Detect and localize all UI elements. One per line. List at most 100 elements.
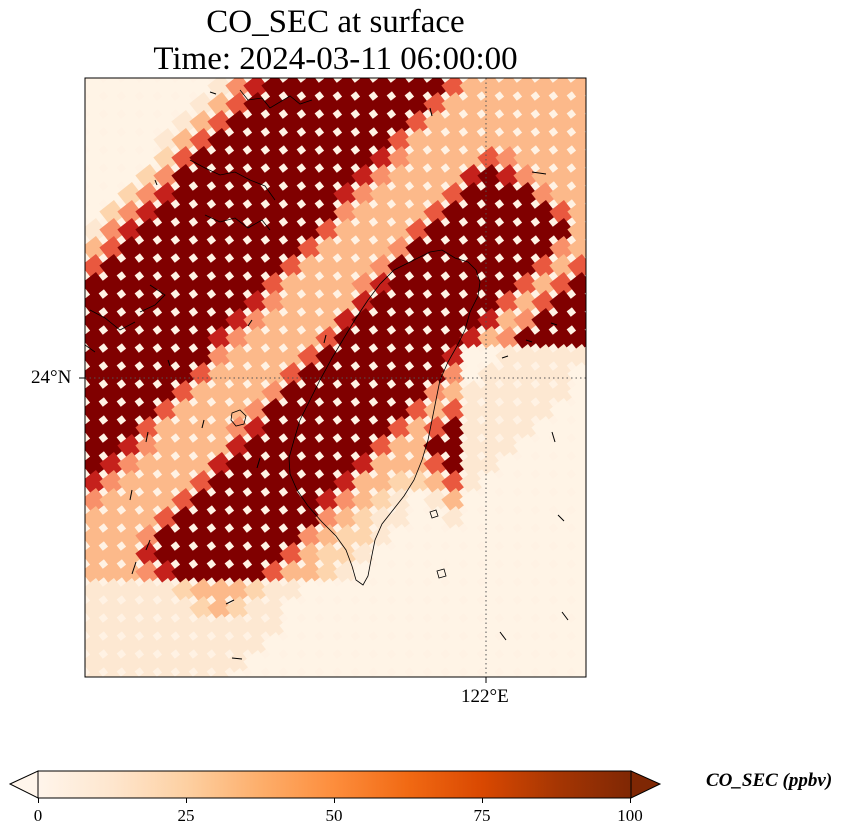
concentration-cell xyxy=(387,110,414,137)
concentration-cell xyxy=(441,416,468,443)
concentration-cell xyxy=(531,254,558,281)
concentration-cell xyxy=(387,146,414,173)
concentration-cell xyxy=(279,326,306,353)
concentration-cell xyxy=(333,380,360,407)
concentration-cell xyxy=(85,470,108,497)
concentration-cell xyxy=(531,92,558,119)
concentration-cell xyxy=(297,542,324,569)
concentration-cell xyxy=(189,128,216,155)
concentration-cell xyxy=(351,578,378,605)
concentration-cell xyxy=(243,650,270,677)
concentration-cell xyxy=(459,650,486,677)
concentration-cell xyxy=(171,308,198,335)
concentration-cell xyxy=(423,614,450,641)
concentration-cell xyxy=(423,200,450,227)
concentration-cell xyxy=(315,146,342,173)
concentration-cell xyxy=(135,164,162,191)
concentration-cell xyxy=(513,326,540,353)
concentration-cell xyxy=(99,344,126,371)
concentration-cell xyxy=(297,200,324,227)
concentration-cell xyxy=(315,560,342,587)
concentration-cell xyxy=(513,470,540,497)
concentration-cell xyxy=(225,218,252,245)
concentration-cell xyxy=(477,92,504,119)
concentration-cell xyxy=(513,254,540,281)
concentration-cell xyxy=(153,182,180,209)
concentration-cell xyxy=(459,668,486,677)
concentration-cell xyxy=(279,128,306,155)
concentration-cell xyxy=(459,416,486,443)
concentration-cell xyxy=(243,236,270,263)
concentration-cell xyxy=(369,434,396,461)
concentration-cell xyxy=(351,650,378,677)
concentration-cell xyxy=(243,434,270,461)
concentration-cell xyxy=(99,290,126,317)
concentration-cell xyxy=(99,488,126,515)
concentration-cell xyxy=(297,614,324,641)
concentration-cell xyxy=(135,650,162,677)
colorbar-tick-100: 100 xyxy=(617,806,643,825)
concentration-cell xyxy=(99,308,126,335)
concentration-cell xyxy=(513,398,540,425)
concentration-cell xyxy=(441,488,468,515)
concentration-cell xyxy=(153,452,180,479)
concentration-cell xyxy=(459,434,486,461)
concentration-cell xyxy=(207,470,234,497)
concentration-cell xyxy=(567,416,586,443)
concentration-cell xyxy=(423,452,450,479)
concentration-cell xyxy=(225,488,252,515)
concentration-cell xyxy=(477,164,504,191)
concentration-cell xyxy=(315,78,342,101)
concentration-cell xyxy=(495,182,522,209)
concentration-cell xyxy=(459,614,486,641)
orchid-island xyxy=(436,568,447,579)
concentration-cell xyxy=(279,254,306,281)
concentration-cell xyxy=(117,362,144,389)
concentration-cell xyxy=(495,452,522,479)
colorbar-under-extension xyxy=(8,770,39,799)
colorbar-tick-0: 0 xyxy=(33,806,43,825)
concentration-cell xyxy=(171,380,198,407)
concentration-cell xyxy=(135,200,162,227)
concentration-cell xyxy=(441,146,468,173)
concentration-cell xyxy=(495,254,522,281)
concentration-cell xyxy=(441,362,468,389)
concentration-cell xyxy=(495,146,522,173)
concentration-cell xyxy=(135,92,162,119)
concentration-cell xyxy=(531,650,558,677)
concentration-cell xyxy=(135,254,162,281)
concentration-cell xyxy=(99,398,126,425)
concentration-cell xyxy=(189,92,216,119)
concentration-cell xyxy=(207,236,234,263)
concentration-cell xyxy=(495,164,522,191)
concentration-cell xyxy=(279,542,306,569)
concentration-cell xyxy=(567,614,586,641)
concentration-cell xyxy=(477,344,504,371)
concentration-cell xyxy=(459,236,486,263)
concentration-cell xyxy=(261,200,288,227)
concentration-cell xyxy=(153,200,180,227)
concentration-cell xyxy=(351,200,378,227)
concentration-cell xyxy=(459,524,486,551)
concentration-cell xyxy=(477,542,504,569)
concentration-cell xyxy=(387,452,414,479)
concentration-cell xyxy=(99,254,126,281)
concentration-cell xyxy=(405,632,432,659)
concentration-cell xyxy=(567,110,586,137)
concentration-cell xyxy=(441,542,468,569)
concentration-cell xyxy=(243,326,270,353)
colorbar-tick-25: 25 xyxy=(177,806,195,825)
concentration-cell xyxy=(369,254,396,281)
concentration-cell xyxy=(549,290,576,317)
concentration-cell xyxy=(99,110,126,137)
concentration-cell xyxy=(279,380,306,407)
concentration-cell xyxy=(387,470,414,497)
concentration-cell xyxy=(441,290,468,317)
wind-arrow xyxy=(201,419,205,429)
wind-arrow xyxy=(557,514,565,522)
concentration-cell xyxy=(207,506,234,533)
concentration-cell xyxy=(387,632,414,659)
wind-arrow xyxy=(561,611,569,621)
concentration-cell xyxy=(171,452,198,479)
concentration-cell xyxy=(495,78,522,101)
